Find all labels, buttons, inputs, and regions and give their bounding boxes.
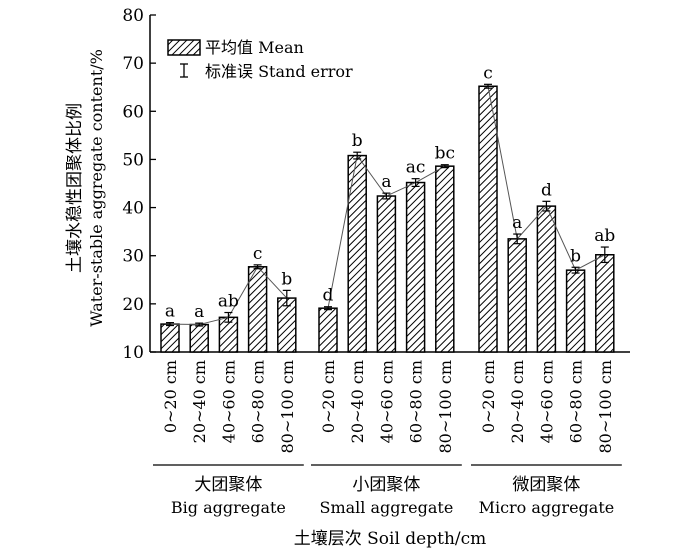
bar-2-3 xyxy=(376,195,397,353)
error-bar xyxy=(411,178,420,187)
legend-error-label: 标准误 Stand error xyxy=(205,62,353,81)
y-tick-label: 60 xyxy=(122,102,144,122)
group-name-cn: 大团聚体 xyxy=(194,475,262,495)
bar-1-2 xyxy=(189,323,209,353)
x-tick-label: 20~40 cm xyxy=(508,360,527,443)
significance-label: a xyxy=(381,172,391,192)
error-bar xyxy=(484,83,492,89)
x-tick-label: 80~100 cm xyxy=(596,360,615,454)
error-bar xyxy=(253,264,262,270)
error-bar xyxy=(513,233,522,245)
bar-2-1 xyxy=(318,307,338,353)
bar-2-5 xyxy=(435,165,455,353)
x-tick-label: 80~100 cm xyxy=(278,360,297,454)
bar-3-5 xyxy=(595,254,615,353)
error-bar xyxy=(600,246,609,264)
bar-2-4 xyxy=(405,181,426,353)
legend-mean-label: 平均值 Mean xyxy=(205,38,304,57)
group-name-en: Small aggregate xyxy=(319,498,453,517)
x-tick-label: 0~20 cm xyxy=(319,360,338,433)
bar-3-1 xyxy=(478,85,498,353)
group-name-cn: 小团聚体 xyxy=(352,475,420,495)
y-axis-title-cn: 土壤水稳性团聚体比例 xyxy=(64,103,85,273)
legend-error-icon xyxy=(180,63,188,78)
significance-label: c xyxy=(253,244,263,264)
bar-1-4 xyxy=(247,266,268,353)
significance-label: a xyxy=(194,302,204,322)
significance-label: d xyxy=(323,286,334,306)
x-tick-label: 60~80 cm xyxy=(407,360,426,443)
legend-mean-swatch xyxy=(167,39,201,56)
significance-label: b xyxy=(352,131,363,151)
significance-label: ab xyxy=(218,292,239,312)
x-tick-label: 40~60 cm xyxy=(219,360,238,443)
group-labels: 大团聚体 Big aggregate 小团聚体 Small aggregate 微团聚体… xyxy=(153,464,622,517)
significance-label: b xyxy=(570,246,581,266)
group-name-en: Big aggregate xyxy=(171,498,286,517)
bar-1-1 xyxy=(160,323,180,353)
x-tick-label: 0~20 cm xyxy=(161,360,180,433)
error-bar xyxy=(353,151,362,160)
bar-3-3 xyxy=(536,205,557,353)
significance-label: b xyxy=(281,269,292,289)
error-bar xyxy=(195,322,204,327)
y-tick-label: 30 xyxy=(122,247,144,267)
error-bar xyxy=(571,266,580,274)
y-tick-label: 20 xyxy=(122,295,144,315)
y-tick-label: 70 xyxy=(122,54,144,74)
error-bar xyxy=(382,192,391,200)
y-tick-label: 40 xyxy=(122,199,144,219)
x-tick-labels: 0~20 cm 20~40 cm 40~60 cm 60~80 cm 80~100 cm… xyxy=(161,360,615,454)
bar-3-4 xyxy=(565,269,586,353)
significance-label: a xyxy=(512,213,522,233)
error-bar xyxy=(282,289,291,307)
error-bar xyxy=(324,306,332,311)
significance-label: ac xyxy=(406,158,426,178)
x-tick-label: 60~80 cm xyxy=(567,360,586,443)
group-name-cn: 微团聚体 xyxy=(512,475,580,495)
bar-2-2 xyxy=(347,154,367,353)
x-tick-label: 20~40 cm xyxy=(348,360,367,443)
x-axis-title: 土壤层次 Soil depth/cm xyxy=(294,528,487,549)
significance-label: bc xyxy=(435,144,455,164)
error-bar xyxy=(542,200,551,212)
y-axis-title-en: Water-stable aggregate content/% xyxy=(87,49,106,327)
y-tick-label: 50 xyxy=(122,150,144,170)
x-tick-label: 80~100 cm xyxy=(436,360,455,454)
significance-label: a xyxy=(165,302,175,322)
x-tick-label: 40~60 cm xyxy=(537,360,556,443)
group-name-en: Micro aggregate xyxy=(479,498,615,517)
bars xyxy=(160,85,615,353)
error-bar xyxy=(224,311,233,323)
x-tick-label: 20~40 cm xyxy=(190,360,209,443)
error-bar xyxy=(166,322,174,327)
legend: 平均值 Mean 标准误 Stand error xyxy=(167,38,353,81)
significance-label: d xyxy=(541,180,552,200)
significance-label: c xyxy=(483,63,493,83)
y-tick-label: 80 xyxy=(122,6,144,26)
error-bars xyxy=(166,83,609,327)
x-tick-label: 40~60 cm xyxy=(377,360,396,443)
y-tick-label: 10 xyxy=(122,343,144,363)
x-tick-label: 0~20 cm xyxy=(479,360,498,433)
error-bar xyxy=(440,164,449,169)
x-tick-label: 60~80 cm xyxy=(249,360,268,443)
significance-label: ab xyxy=(594,226,615,246)
bar-3-2 xyxy=(507,238,527,353)
